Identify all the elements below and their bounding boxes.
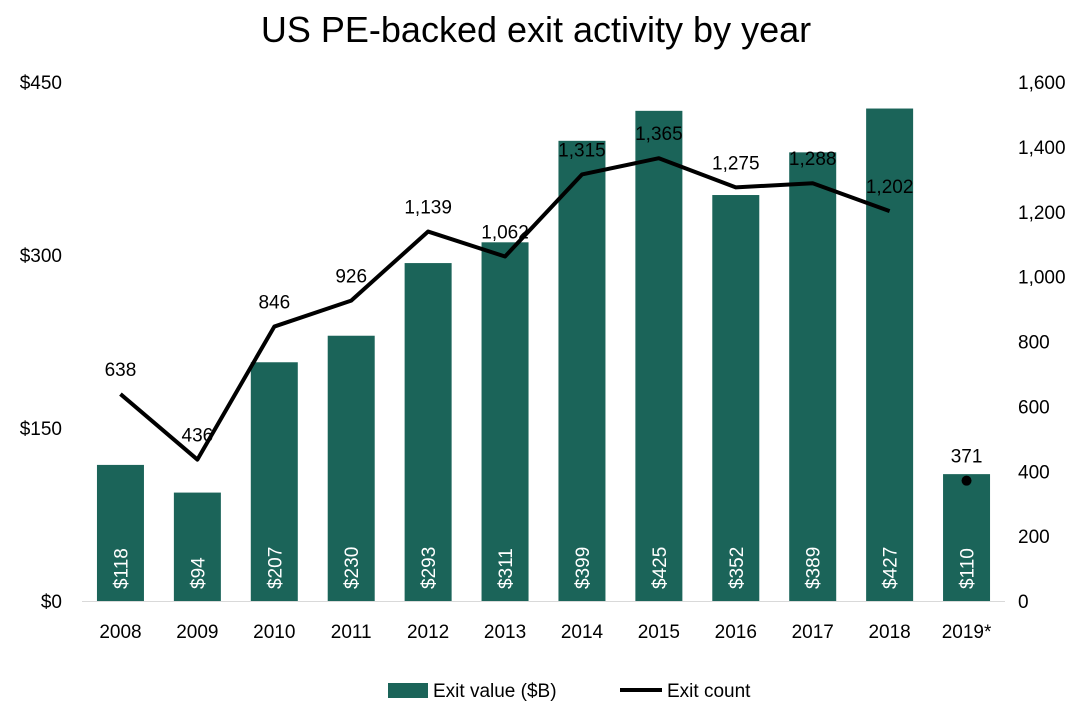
right-tick-label: 600 (1018, 397, 1050, 418)
right-tick-label: 800 (1018, 333, 1050, 354)
exit-count-label: 436 (182, 426, 214, 447)
exit-count-label: 846 (258, 293, 290, 314)
bar (712, 195, 760, 601)
bar (866, 108, 914, 601)
category-label: 2008 (99, 622, 141, 643)
bar-value-label: $230 (342, 547, 363, 589)
bar-value-label: $207 (265, 547, 286, 589)
exit-count-line (119, 156, 891, 462)
category-label: 2009 (176, 622, 218, 643)
category-label: 2012 (407, 622, 449, 643)
bar (943, 474, 991, 601)
exit-count-label: 1,365 (635, 124, 683, 145)
bar-series: $118 $94 $207 $230 $293 $311 $399 $425 $352 $389 $… (96, 108, 991, 601)
right-tick-label: 0 (1018, 592, 1029, 613)
bar-value-label: $427 (881, 547, 902, 589)
right-tick-label: 1,600 (1018, 73, 1066, 94)
legend-label-exit-value: Exit value ($B) (433, 681, 557, 702)
exit-count-label: 1,315 (558, 140, 606, 161)
bar-value-label: $389 (804, 547, 825, 589)
left-tick-label: $0 (41, 592, 62, 613)
right-tick-label: 1,000 (1018, 268, 1066, 289)
exit-count-label: 1,139 (404, 198, 452, 219)
bar (635, 110, 683, 601)
bar (327, 335, 375, 601)
bar-value-label: $94 (188, 557, 209, 589)
category-label: 2018 (868, 622, 910, 643)
right-tick-label: 1,400 (1018, 138, 1066, 159)
right-tick-label: 200 (1018, 527, 1050, 548)
legend: Exit value ($B) Exit count (388, 681, 751, 702)
exit-count-point (961, 475, 972, 486)
exit-count-label: 1,202 (866, 177, 914, 198)
exit-count-label: 1,275 (712, 153, 760, 174)
exit-count-label: 926 (335, 267, 367, 288)
bar (558, 140, 606, 601)
exit-count-label: 371 (951, 447, 983, 468)
right-tick-label: 400 (1018, 462, 1050, 483)
bar-value-label: $118 (111, 548, 132, 589)
category-label: 2016 (715, 622, 757, 643)
category-label: 2013 (484, 622, 526, 643)
left-tick-label: $150 (20, 419, 62, 440)
bar-value-label: $311 (496, 548, 517, 589)
exit-count-label: 1,062 (481, 223, 529, 244)
category-label: 2015 (638, 622, 680, 643)
legend-label-exit-count: Exit count (667, 681, 751, 702)
category-label: 2019* (942, 622, 992, 643)
chart-title: US PE-backed exit activity by year (261, 9, 811, 50)
category-label: 2017 (792, 622, 834, 643)
bar (404, 263, 452, 601)
bar-value-label: $352 (727, 547, 748, 589)
x-axis: 2008 2009 2010 2011 2012 2013 2014 2015 2016 2017… (99, 622, 992, 643)
bar (250, 362, 298, 601)
category-label: 2010 (253, 622, 295, 643)
bar-value-label: $425 (650, 547, 671, 589)
bar (96, 464, 144, 601)
right-axis: 0 200 400 600 800 1,000 1,200 1,400 1,600 (1018, 73, 1066, 613)
category-label: 2011 (331, 622, 372, 643)
left-axis: $0 $150 $300 $450 (20, 73, 62, 613)
line-series: 638 436 846 926 1,139 1,062 1,315 1,365 1,275 1,2… (105, 124, 983, 486)
right-tick-label: 1,200 (1018, 203, 1066, 224)
left-tick-label: $300 (20, 246, 62, 267)
category-label: 2014 (561, 622, 604, 643)
bar (173, 492, 221, 601)
exit-count-label: 638 (105, 360, 137, 381)
bar-value-label: $110 (958, 548, 979, 589)
bar-value-label: $399 (573, 547, 594, 589)
bar (789, 152, 837, 601)
legend-swatch-exit-value (388, 683, 428, 698)
left-tick-label: $450 (20, 73, 62, 94)
bar-value-label: $293 (419, 547, 440, 589)
bar (481, 242, 529, 601)
exit-count-label: 1,288 (789, 149, 837, 170)
